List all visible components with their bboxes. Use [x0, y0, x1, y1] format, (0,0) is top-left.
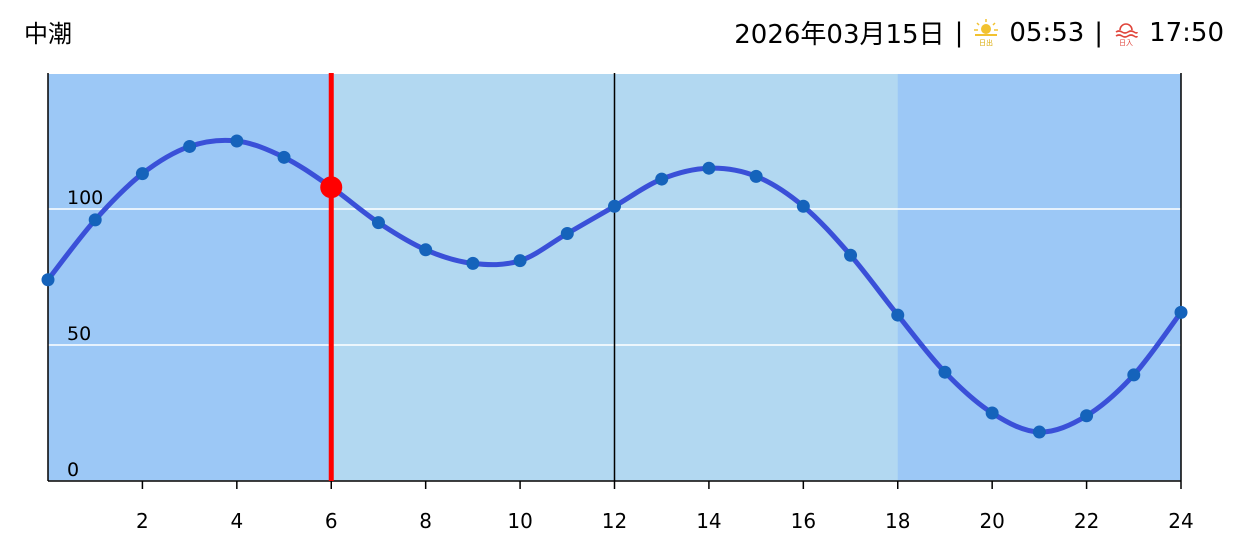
tide-point — [891, 308, 905, 322]
sunset-time: 17:50 — [1149, 17, 1224, 48]
x-tick-label: 12 — [602, 509, 627, 533]
tide-point — [844, 248, 858, 262]
night-band — [48, 73, 1181, 481]
tide-point — [41, 273, 55, 287]
y-tick-label: 100 — [67, 187, 103, 209]
tide-point — [1080, 409, 1094, 423]
tide-point — [371, 216, 385, 230]
x-tick-label: 8 — [419, 509, 432, 533]
tide-point — [985, 406, 999, 420]
date: 2026年03月15日 — [734, 20, 945, 50]
tide-point — [466, 256, 480, 270]
x-tick-label: 6 — [325, 509, 338, 533]
x-tick-label: 20 — [979, 509, 1004, 533]
tide-point — [230, 134, 244, 148]
x-tick-label: 18 — [885, 509, 910, 533]
tide-point — [135, 167, 149, 181]
day-band — [331, 73, 898, 481]
y-tick-label: 50 — [67, 323, 91, 345]
tide-point — [1174, 305, 1188, 319]
separator: | — [1094, 17, 1104, 48]
tide-point — [702, 161, 716, 175]
tide-point — [655, 172, 669, 186]
tide-point — [88, 213, 102, 227]
x-tick-label: 16 — [791, 509, 816, 533]
x-tick-label: 14 — [696, 509, 721, 533]
x-tick-label: 2 — [136, 509, 149, 533]
tide-name: 中潮 — [24, 20, 72, 48]
tide-point — [183, 139, 197, 153]
sunrise-time: 05:53 — [1009, 17, 1085, 48]
tide-point — [1032, 425, 1046, 439]
tide-point — [324, 180, 338, 194]
tide-line — [46, 137, 1183, 435]
x-tick-label: 22 — [1074, 509, 1099, 533]
tide-point — [419, 243, 433, 257]
separator: | — [954, 17, 964, 48]
tide-point — [1127, 368, 1141, 382]
sunset-icon-label: 日入 — [1119, 39, 1133, 47]
sunrise-icon: 日出 — [974, 18, 999, 47]
x-tick-label: 10 — [507, 509, 532, 533]
tide-point — [608, 199, 621, 213]
tide-point — [749, 169, 763, 183]
tide-point — [938, 365, 952, 379]
tide-point — [796, 199, 810, 213]
tide-point — [277, 150, 291, 164]
sun-info: 2026年03月15日 | 日出 05:53 | 日入 17:50 — [734, 14, 1224, 51]
y-tick-label: 0 — [67, 459, 79, 481]
sunrise-icon-label: 日出 — [979, 38, 993, 47]
x-tick-label: 4 — [230, 509, 243, 533]
current-point — [320, 176, 343, 199]
tide-point — [513, 254, 527, 268]
tide-point — [560, 226, 574, 240]
x-tick-label: 24 — [1168, 509, 1193, 533]
sunset-icon: 日入 — [1115, 22, 1138, 47]
